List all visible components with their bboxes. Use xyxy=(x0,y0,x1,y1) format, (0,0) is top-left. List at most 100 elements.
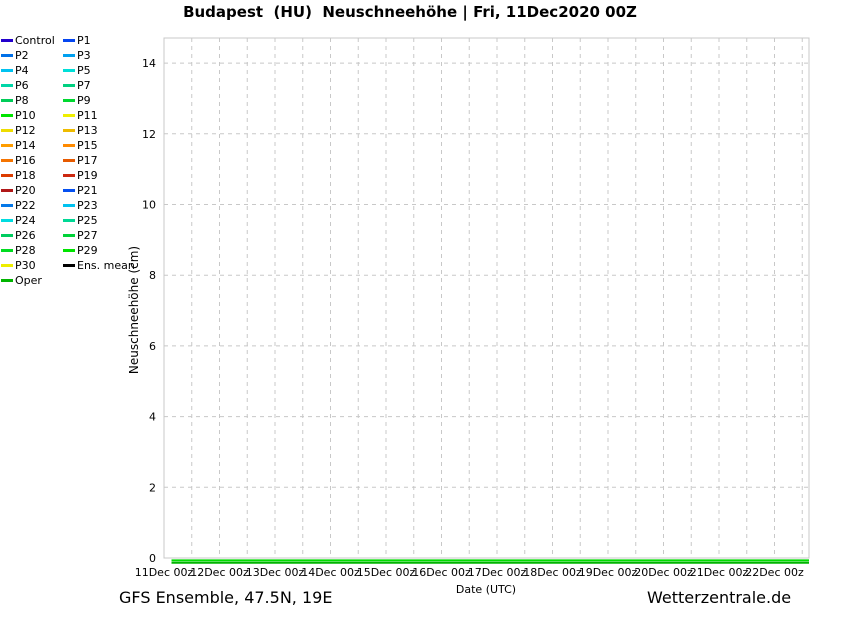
legend-label: P15 xyxy=(77,139,98,152)
legend-label: P12 xyxy=(15,124,36,137)
legend-item: P17 xyxy=(63,153,135,168)
legend-item: P30 xyxy=(1,258,63,273)
legend-label: P6 xyxy=(15,79,29,92)
x-gridlines xyxy=(191,38,803,558)
x-tick-label: 19Dec 00z xyxy=(579,566,638,579)
legend-item: P14 xyxy=(1,138,63,153)
legend-item: P23 xyxy=(63,198,135,213)
chart-title: Budapest (HU) Neuschneehöhe | Fri, 11Dec… xyxy=(183,3,637,21)
legend-swatch xyxy=(1,174,13,177)
legend-label: Oper xyxy=(15,274,42,287)
y-gridlines xyxy=(164,62,809,488)
legend-label: P18 xyxy=(15,169,36,182)
legend-swatch xyxy=(63,129,75,132)
legend-swatch xyxy=(1,264,13,267)
legend-item: P7 xyxy=(63,78,135,93)
x-tick-label: 11Dec 00z xyxy=(135,566,194,579)
legend-swatch xyxy=(63,114,75,117)
legend-label: P8 xyxy=(15,94,29,107)
model-caption: GFS Ensemble, 47.5N, 19E xyxy=(119,588,333,607)
x-tick-label: 18Dec 00z xyxy=(523,566,582,579)
legend-swatch xyxy=(63,174,75,177)
legend-label: P1 xyxy=(77,34,91,47)
legend-item: P16 xyxy=(1,153,63,168)
legend-swatch xyxy=(1,219,13,222)
x-tick-label: 17Dec 00z xyxy=(468,566,527,579)
x-tick-label: 16Dec 00z xyxy=(412,566,471,579)
legend-swatch xyxy=(1,204,13,207)
legend-label: P28 xyxy=(15,244,36,257)
legend-swatch xyxy=(63,219,75,222)
legend-label: P3 xyxy=(77,49,91,62)
legend-swatch xyxy=(1,114,13,117)
legend-label: P23 xyxy=(77,199,98,212)
y-tick-label: 6 xyxy=(149,340,156,353)
legend-item: P22 xyxy=(1,198,63,213)
legend-item: P15 xyxy=(63,138,135,153)
legend-swatch xyxy=(63,159,75,162)
legend-swatch xyxy=(63,204,75,207)
x-axis-title: Date (UTC) xyxy=(455,583,517,596)
x-tick-label: 20Dec 00z xyxy=(634,566,693,579)
legend-label: P25 xyxy=(77,214,98,227)
legend-item: P19 xyxy=(63,168,135,183)
legend-label: P19 xyxy=(77,169,98,182)
legend-item: P6 xyxy=(1,78,63,93)
legend-swatch xyxy=(63,249,75,252)
legend-swatch xyxy=(1,84,13,87)
legend-item: P10 xyxy=(1,108,63,123)
legend-swatch xyxy=(63,264,75,267)
legend-label: P5 xyxy=(77,64,91,77)
y-axis-title: Neuschneehöhe (cm) xyxy=(127,245,141,375)
y-tick-label: 4 xyxy=(149,411,156,424)
legend-swatch xyxy=(1,99,13,102)
y-tick-label: 2 xyxy=(149,481,156,494)
legend-swatch xyxy=(1,189,13,192)
y-tick-label: 8 xyxy=(149,269,156,282)
legend-swatch xyxy=(1,144,13,147)
legend-label: P26 xyxy=(15,229,36,242)
legend-item: P29 xyxy=(63,243,135,258)
legend-item: P24 xyxy=(1,213,63,228)
y-tick-labels: 0 2 4 6 8 10 12 14 xyxy=(142,57,156,565)
legend-swatch xyxy=(63,234,75,237)
legend-swatch xyxy=(1,129,13,132)
x-tick-label: 22Dec 00z xyxy=(745,566,804,579)
x-tick-label: 14Dec 00z xyxy=(301,566,360,579)
legend-item: P12 xyxy=(1,123,63,138)
legend-item: P11 xyxy=(63,108,135,123)
legend-label: P11 xyxy=(77,109,98,122)
legend-item: P3 xyxy=(63,48,135,63)
legend-label: P17 xyxy=(77,154,98,167)
site-caption: Wetterzentrale.de xyxy=(647,588,792,607)
legend-item: P4 xyxy=(1,63,63,78)
legend-swatch xyxy=(1,249,13,252)
legend-swatch xyxy=(1,159,13,162)
legend-swatch xyxy=(1,39,13,42)
legend-label: Control xyxy=(15,34,55,47)
x-tick-label: 15Dec 00z xyxy=(357,566,416,579)
legend-label: P29 xyxy=(77,244,98,257)
x-tick-label: 21Dec 00z xyxy=(690,566,749,579)
legend-item: P20 xyxy=(1,183,63,198)
legend-label: P2 xyxy=(15,49,29,62)
legend-label: P27 xyxy=(77,229,98,242)
legend-item: Oper xyxy=(1,273,63,288)
legend-label: P22 xyxy=(15,199,36,212)
legend-item: P13 xyxy=(63,123,135,138)
zero-value-lines xyxy=(171,559,809,564)
legend-item: P1 xyxy=(63,33,135,48)
legend-label: P14 xyxy=(15,139,36,152)
plot-border xyxy=(163,37,810,559)
legend-swatch xyxy=(1,279,13,282)
legend-item: P25 xyxy=(63,213,135,228)
ensemble-legend: Control P1 P2 P3 P4 P5 P6 P7 P8 P9 P10 P11 P12 P13 P14… xyxy=(1,33,135,288)
legend-label: P10 xyxy=(15,109,36,122)
y-tick-label: 12 xyxy=(142,128,156,141)
y-tick-label: 0 xyxy=(149,552,156,565)
legend-label: P7 xyxy=(77,79,91,92)
legend-swatch xyxy=(1,54,13,57)
legend-label: P13 xyxy=(77,124,98,137)
legend-swatch xyxy=(63,54,75,57)
